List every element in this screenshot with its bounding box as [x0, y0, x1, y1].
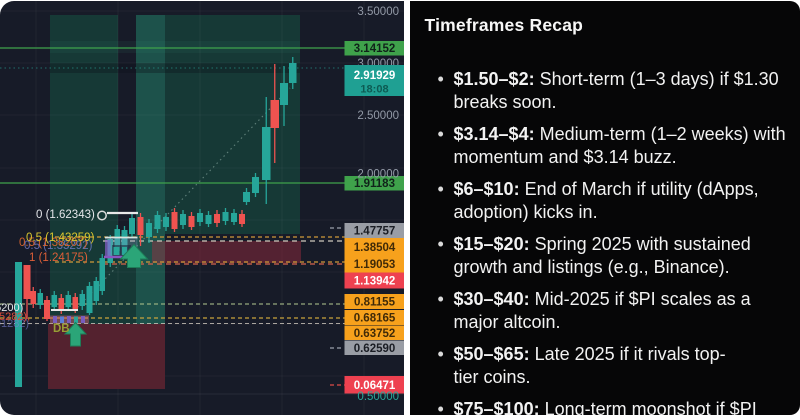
- svg-text:1.91183: 1.91183: [354, 178, 395, 190]
- svg-text:3.14152: 3.14152: [354, 43, 396, 55]
- svg-text:1.13942: 1.13942: [354, 276, 396, 288]
- svg-text:0 (1.62343): 0 (1.62343): [36, 209, 95, 221]
- svg-text:2.00000: 2.00000: [357, 169, 399, 181]
- svg-text:0.06471: 0.06471: [354, 380, 396, 392]
- svg-text:0.81155: 0.81155: [354, 297, 396, 309]
- svg-text:2.50000: 2.50000: [357, 110, 399, 122]
- svg-text:0.5 (1.38207): 0.5 (1.38207): [19, 237, 88, 249]
- svg-text:0 (0.76200): 0 (0.76200): [0, 302, 23, 314]
- svg-text:0.5 (1.43259): 0.5 (1.43259): [26, 232, 95, 244]
- svg-text:0.63752: 0.63752: [354, 328, 396, 340]
- svg-text:3.50000: 3.50000: [357, 6, 399, 18]
- svg-text:0.62590: 0.62590: [354, 343, 396, 355]
- svg-text:0.50000: 0.50000: [357, 391, 399, 403]
- svg-text:18:08: 18:08: [360, 84, 388, 96]
- svg-text:1 (1.24175): 1 (1.24175): [29, 252, 88, 264]
- svg-text:0.68165: 0.68165: [354, 313, 396, 325]
- svg-text:2.91929: 2.91929: [354, 70, 396, 82]
- svg-text:1.19053: 1.19053: [354, 259, 396, 271]
- svg-text:DB: DB: [53, 323, 70, 335]
- svg-text:1.47757: 1.47757: [354, 226, 396, 238]
- svg-text:0.5 (1.35292): 0.5 (1.35292): [24, 240, 93, 252]
- svg-text:(0.91282): (0.91282): [0, 318, 29, 330]
- svg-text:(0.85282),: (0.85282),: [0, 311, 30, 323]
- svg-text:1.38504: 1.38504: [354, 242, 396, 254]
